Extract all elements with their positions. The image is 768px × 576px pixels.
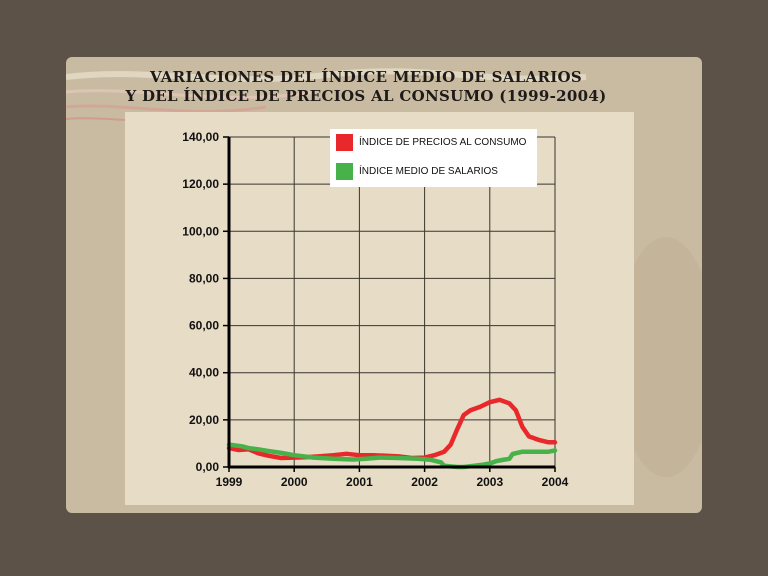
x-tick-label: 2004	[542, 475, 569, 489]
y-tick-label: 140,00	[182, 130, 219, 144]
legend-label-ipc: ÍNDICE DE PRECIOS AL CONSUMO	[359, 137, 527, 148]
legend-item-ipc: ÍNDICE DE PRECIOS AL CONSUMO	[336, 134, 526, 151]
x-tick-label: 2000	[281, 475, 308, 489]
y-tick-label: 80,00	[189, 271, 219, 285]
title-line-2: Y DEL ÍNDICE DE PRECIOS AL CONSUMO (1999…	[125, 87, 607, 105]
legend-label-salarios: ÍNDICE MEDIO DE SALARIOS	[359, 166, 498, 177]
legend: ÍNDICE DE PRECIOS AL CONSUMO ÍNDICE MEDI…	[330, 129, 537, 187]
axes	[223, 136, 556, 472]
y-tick-label: 20,00	[189, 413, 219, 427]
y-tick-label: 0,00	[196, 460, 220, 474]
x-tick-label: 1999	[216, 475, 243, 489]
legend-swatch-ipc	[336, 134, 353, 151]
x-tick-label: 2001	[346, 475, 373, 489]
tick-labels: 0,00 20,00 40,00 60,00 80,00 100,00 120,00 140,…	[182, 130, 568, 489]
decorative-swirl	[66, 68, 702, 477]
x-tick-label: 2003	[476, 475, 503, 489]
chart-title: VARIACIONES DEL ÍNDICE MEDIO DE SALARIOS…	[66, 68, 666, 106]
series-layer	[226, 397, 558, 470]
legend-swatch-salarios	[336, 163, 353, 180]
x-tick-label: 2002	[411, 475, 438, 489]
series-line-1	[226, 442, 558, 470]
series-line-0	[226, 397, 558, 461]
y-tick-label: 40,00	[189, 366, 219, 380]
legend-item-salarios: ÍNDICE MEDIO DE SALARIOS	[336, 163, 498, 180]
y-tick-label: 120,00	[182, 177, 219, 191]
y-tick-label: 100,00	[182, 224, 219, 238]
y-tick-label: 60,00	[189, 319, 219, 333]
title-line-1: VARIACIONES DEL ÍNDICE MEDIO DE SALARIOS	[149, 68, 583, 86]
